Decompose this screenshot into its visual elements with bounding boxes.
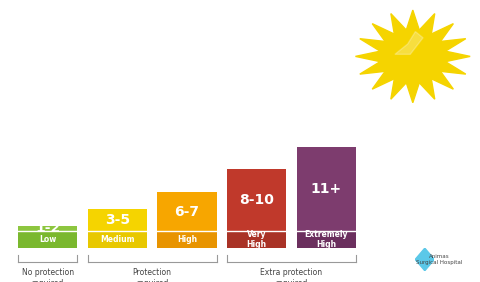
Text: 3-5: 3-5 [105,213,130,227]
Polygon shape [360,39,385,51]
Polygon shape [406,10,420,30]
Polygon shape [420,79,435,99]
Text: Extra protection
required: Extra protection required [261,268,323,282]
FancyBboxPatch shape [227,169,286,231]
Polygon shape [441,39,466,51]
FancyBboxPatch shape [157,192,216,231]
Text: No protection
required: No protection required [22,268,73,282]
Polygon shape [372,71,394,89]
FancyBboxPatch shape [88,231,147,248]
Polygon shape [420,14,435,34]
Text: 11+: 11+ [311,182,342,196]
FancyBboxPatch shape [157,231,216,248]
Polygon shape [406,83,420,103]
Polygon shape [391,79,406,99]
FancyBboxPatch shape [297,147,356,231]
FancyBboxPatch shape [18,226,77,231]
Text: 1-2: 1-2 [35,221,60,235]
Text: 8-10: 8-10 [239,193,274,207]
Text: Animas
Surgical Hospital: Animas Surgical Hospital [416,254,462,265]
Polygon shape [432,71,453,89]
FancyBboxPatch shape [297,231,356,248]
Polygon shape [415,248,434,271]
Polygon shape [445,51,470,62]
Text: Extremely
High: Extremely High [305,230,348,249]
Polygon shape [356,51,380,62]
Polygon shape [441,62,466,74]
Polygon shape [391,14,406,34]
FancyBboxPatch shape [88,209,147,231]
Circle shape [380,30,446,83]
Text: Protection
required: Protection required [132,268,172,282]
FancyBboxPatch shape [227,231,286,248]
FancyBboxPatch shape [18,231,77,248]
Polygon shape [432,24,453,41]
Polygon shape [360,62,385,74]
Text: 6-7: 6-7 [175,204,200,219]
Text: High: High [177,235,197,244]
Polygon shape [395,32,423,54]
Text: UV Index: UV Index [19,21,216,58]
Text: Very
High: Very High [247,230,267,249]
Polygon shape [372,24,394,41]
Text: Medium: Medium [100,235,134,244]
Text: Low: Low [39,235,56,244]
